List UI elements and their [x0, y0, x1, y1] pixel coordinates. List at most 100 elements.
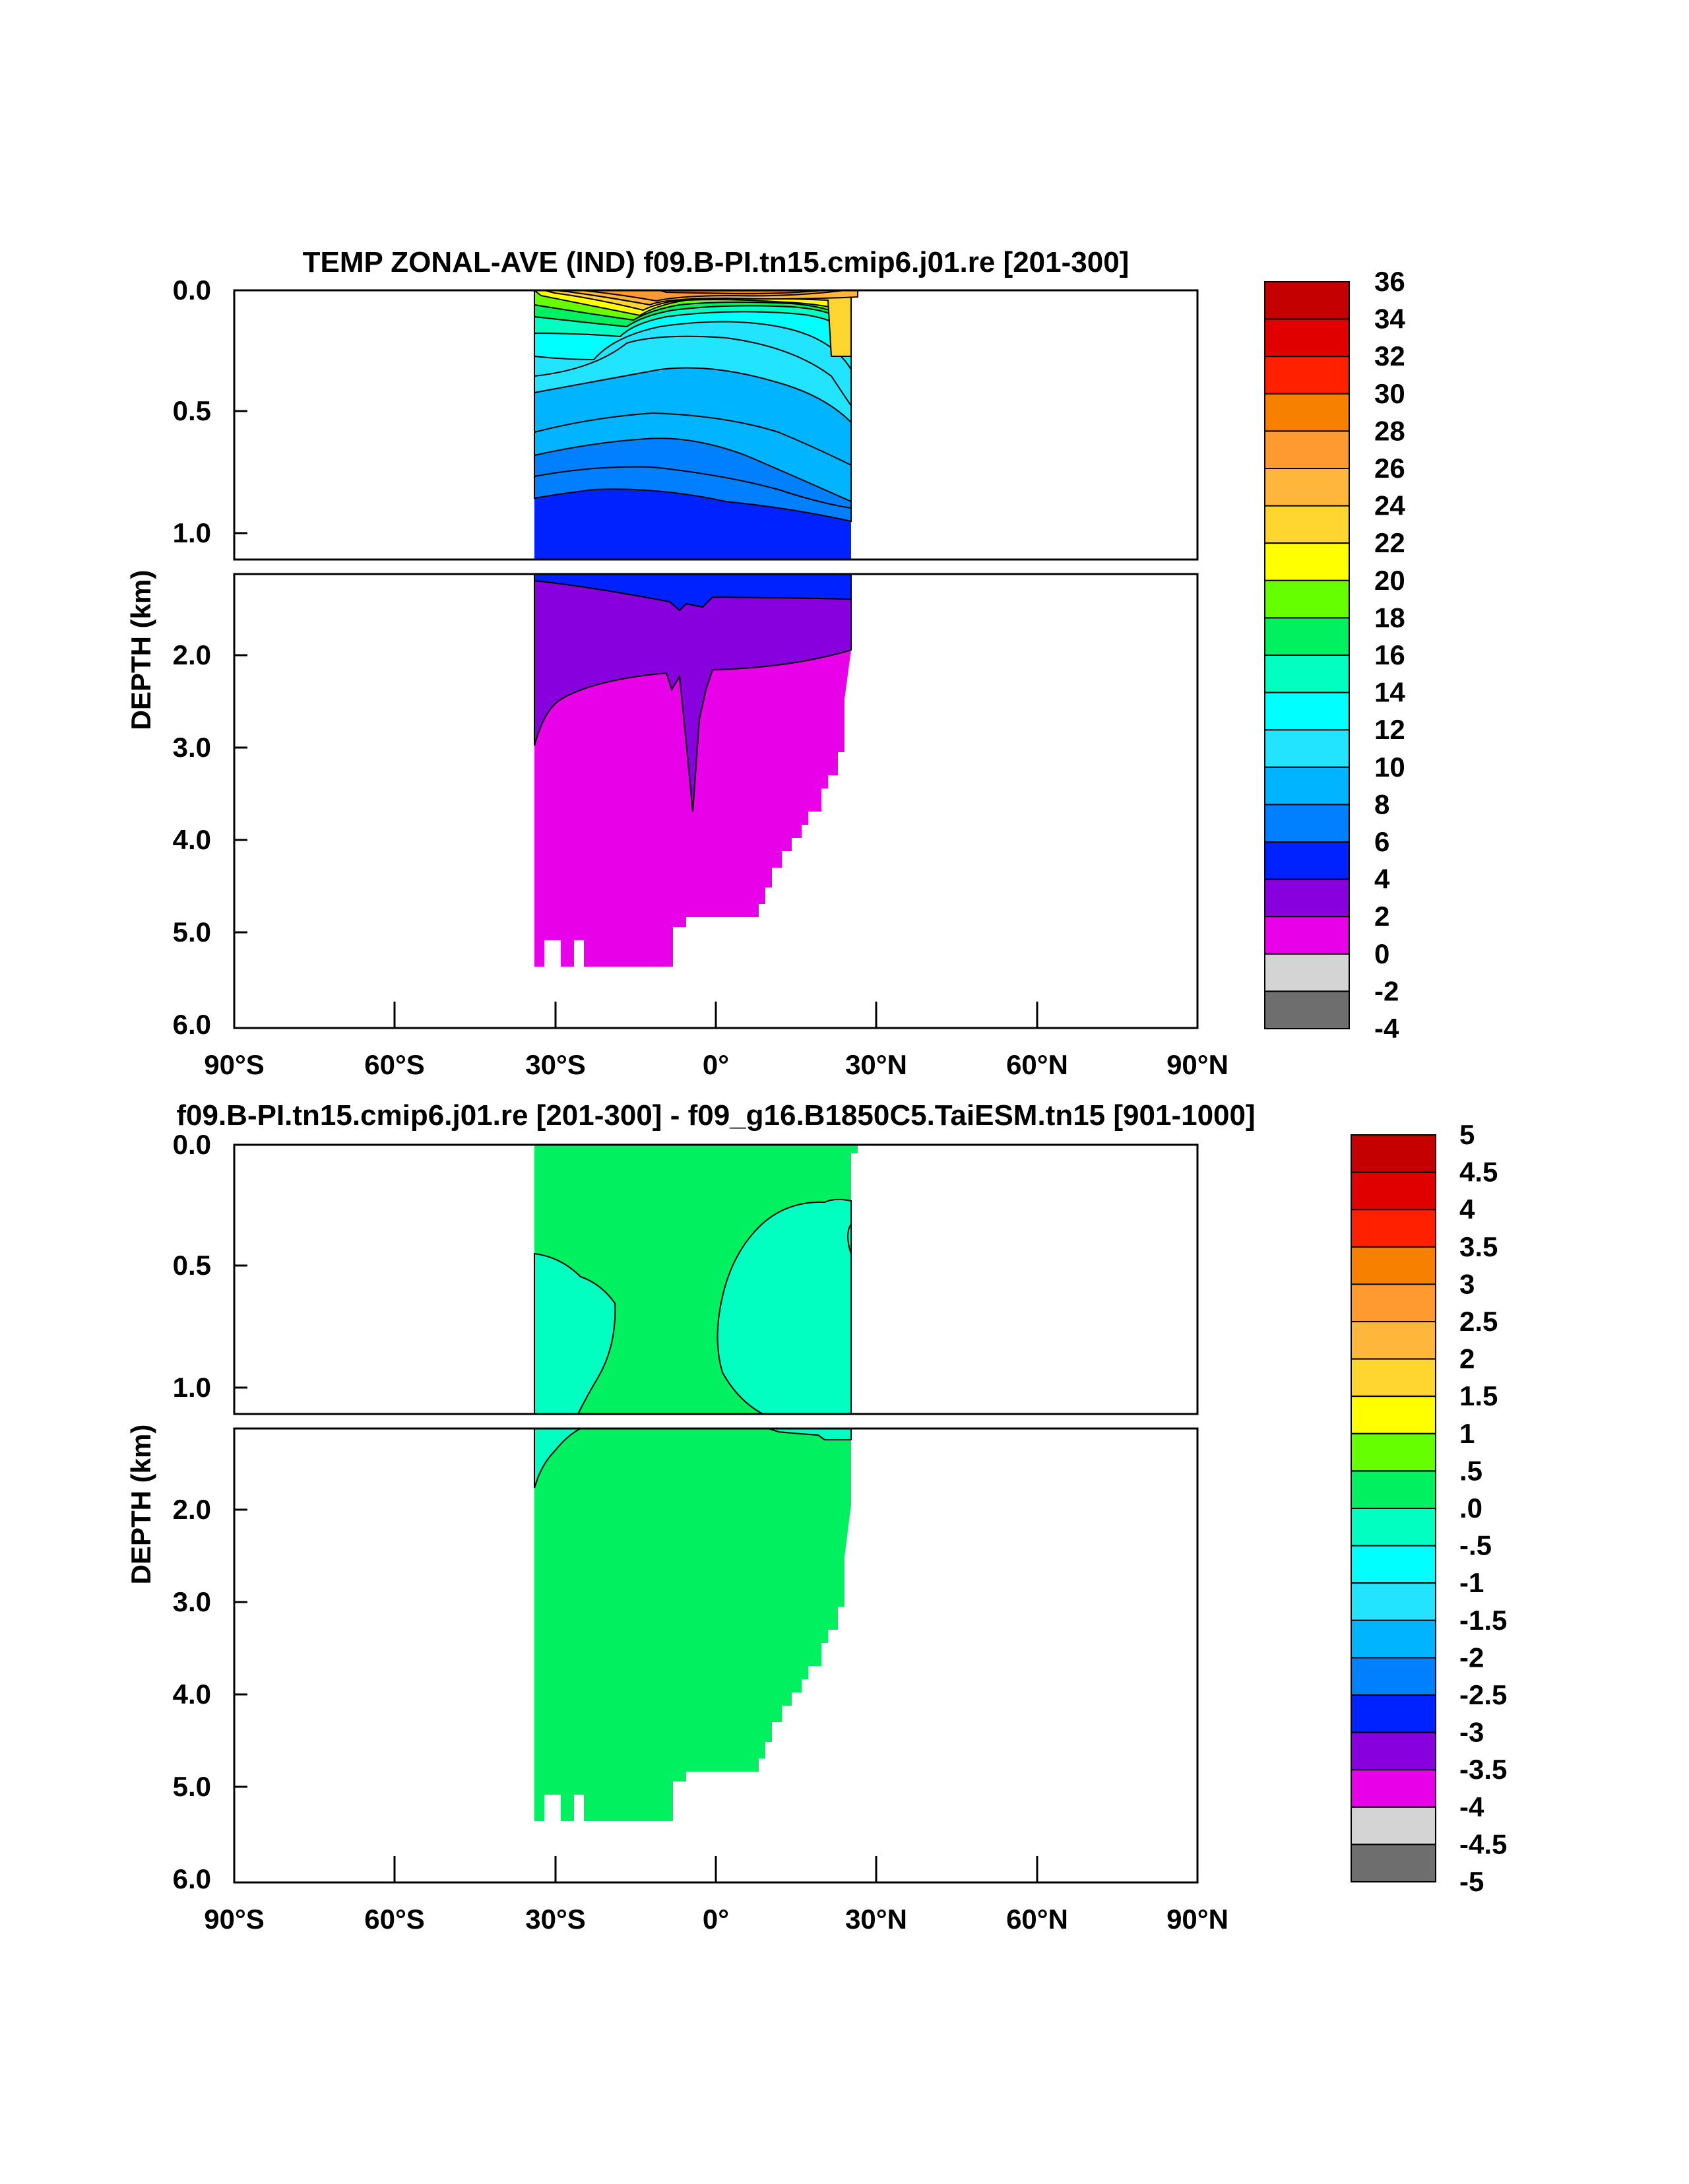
- colorbar-swatch: [1264, 804, 1350, 843]
- panel-1-ytick-7: 6.0: [173, 1009, 211, 1040]
- mark-layer-2-4: [534, 574, 852, 812]
- panel-1-ytick-5: 4.0: [173, 824, 211, 855]
- panel-temperature: TEMP ZONAL-AVE (IND) f09.B-PI.tn15.cmip6…: [125, 246, 1405, 1080]
- colorbar-swatch: [1351, 1545, 1436, 1584]
- colorbar-swatch: [1264, 691, 1350, 731]
- panel-2-xtick-0: 90°S: [204, 1904, 265, 1935]
- mark-layer-4-6: [534, 574, 852, 612]
- colorbar-label: 1: [1459, 1418, 1475, 1449]
- colorbar-swatch: [1351, 1283, 1436, 1323]
- colorbar-label: .0: [1459, 1493, 1482, 1524]
- mark-contour-upper-1: [534, 466, 852, 509]
- panel-2-ytick-4: 3.0: [173, 1586, 211, 1617]
- panel-1-ytick-4: 3.0: [173, 732, 211, 763]
- colorbar-label: 30: [1374, 378, 1405, 409]
- colorbar-swatch: [1264, 990, 1350, 1030]
- panel-1-xtick-2: 30°S: [525, 1049, 586, 1080]
- colorbar-swatch: [1264, 281, 1350, 320]
- colorbar-swatch: [1264, 468, 1350, 507]
- colorbar-swatch: [1351, 1806, 1436, 1846]
- panel-1-xtick-1: 60°S: [364, 1049, 425, 1080]
- panel-1-xtick-0: 90°S: [204, 1049, 265, 1080]
- colorbar-label: -3.5: [1459, 1754, 1507, 1785]
- colorbar-swatch: [1351, 1694, 1436, 1733]
- colorbar-label: 6: [1374, 826, 1389, 857]
- colorbar-label: 4: [1459, 1194, 1475, 1225]
- colorbar-label: 2: [1459, 1343, 1475, 1374]
- colorbar-label: 24: [1374, 490, 1405, 521]
- panel-1-xtick-5: 60°N: [1006, 1049, 1068, 1080]
- colorbar-label: 2.5: [1459, 1306, 1498, 1337]
- colorbar-swatch: [1264, 655, 1350, 693]
- colorbar-label: -5: [1459, 1866, 1484, 1897]
- mark-diff-negative-north-deep: [768, 1429, 852, 1440]
- colorbar-label: .5: [1459, 1455, 1482, 1486]
- panel-2-xtick-2: 30°S: [525, 1904, 586, 1935]
- colorbar-label: -1: [1459, 1567, 1484, 1598]
- mark-diff-negative-deep: [534, 1429, 581, 1489]
- colorbar-label: 36: [1374, 266, 1405, 297]
- colorbar-swatch: [1264, 356, 1350, 395]
- colorbar-label: -3: [1459, 1717, 1484, 1748]
- panel-2-xtick-1: 60°S: [364, 1904, 425, 1935]
- colorbar-swatch: [1351, 1619, 1436, 1659]
- colorbar-label: 8: [1374, 788, 1389, 819]
- panel-2-ytick-5: 4.0: [173, 1679, 211, 1710]
- colorbar-swatch: [1264, 430, 1350, 470]
- colorbar-label: 22: [1374, 527, 1405, 558]
- colorbar-label: 4.5: [1459, 1157, 1498, 1188]
- colorbar-label: 14: [1374, 677, 1405, 708]
- panel-2-ytick-0: 0.0: [173, 1129, 211, 1160]
- colorbar-label: -2.5: [1459, 1679, 1507, 1710]
- colorbar-label: 3: [1459, 1268, 1475, 1299]
- colorbar-swatch: [1351, 1582, 1436, 1621]
- colorbar-label: 5: [1459, 1119, 1475, 1150]
- colorbar-swatch: [1351, 1171, 1436, 1211]
- colorbar-label: 18: [1374, 602, 1405, 633]
- colorbar-label: 1.5: [1459, 1380, 1498, 1411]
- colorbar-swatch: [1351, 1432, 1436, 1472]
- colorbar-swatch: [1264, 729, 1350, 768]
- colorbar-swatch: [1351, 1508, 1436, 1547]
- colorbar-label: 0: [1374, 938, 1389, 969]
- mark-diff-contour-small: [847, 1223, 852, 1254]
- colorbar-label: 4: [1374, 864, 1390, 895]
- panel-2-upper-field: [534, 1145, 858, 1414]
- colorbar-label: 26: [1374, 453, 1405, 484]
- panel-2-xtick-4: 30°N: [845, 1904, 907, 1935]
- panel-1-ytick-6: 5.0: [173, 916, 211, 947]
- panel-2-ytick-2: 1.0: [173, 1372, 211, 1403]
- panel-1-xtick-3: 0°: [703, 1049, 729, 1080]
- panel-2-colorbar: 54.543.532.521.51.5.0-.5-1-1.5-2-2.5-3-3…: [1351, 1119, 1507, 1897]
- panel-2-ylabel: DEPTH (km): [125, 1425, 156, 1585]
- colorbar-swatch: [1264, 542, 1350, 581]
- panel-difference: f09.B-PI.tn15.cmip6.j01.re [201-300] - f…: [125, 1099, 1507, 1935]
- colorbar-swatch: [1351, 1209, 1436, 1248]
- colorbar-label: -4: [1459, 1791, 1484, 1822]
- colorbar-swatch: [1351, 1844, 1436, 1882]
- mark-contour-upper-2: [534, 412, 852, 466]
- mark-diff-negative-north: [717, 1198, 852, 1414]
- colorbar-swatch: [1351, 1470, 1436, 1509]
- colorbar-swatch: [1264, 505, 1350, 544]
- colorbar-swatch: [1351, 1321, 1436, 1360]
- colorbar-swatch: [1264, 393, 1350, 432]
- colorbar-swatch: [1264, 766, 1350, 806]
- panel-2-title: f09.B-PI.tn15.cmip6.j01.re [201-300] - f…: [176, 1099, 1255, 1132]
- colorbar-label: 20: [1374, 565, 1405, 596]
- colorbar-swatch: [1351, 1769, 1436, 1808]
- panel-2-ytick-6: 5.0: [173, 1771, 211, 1802]
- panel-2-upper-frame: [233, 1143, 1199, 1415]
- panel-2-xtick-5: 60°N: [1006, 1904, 1068, 1935]
- colorbar-label: -4: [1374, 1013, 1399, 1044]
- panel-1-ytick-2: 1.0: [173, 517, 211, 548]
- panel-1-ticks: [234, 289, 1038, 1028]
- colorbar-label: -4.5: [1459, 1828, 1507, 1859]
- colorbar-label: 16: [1374, 639, 1405, 670]
- panel-1-ytick-3: 2.0: [173, 639, 211, 670]
- colorbar-swatch: [1351, 1246, 1436, 1285]
- panel-1-lower-field: [534, 574, 852, 967]
- panel-1-title: TEMP ZONAL-AVE (IND) f09.B-PI.tn15.cmip6…: [303, 246, 1130, 278]
- panel-2-xtick-3: 0°: [703, 1904, 729, 1935]
